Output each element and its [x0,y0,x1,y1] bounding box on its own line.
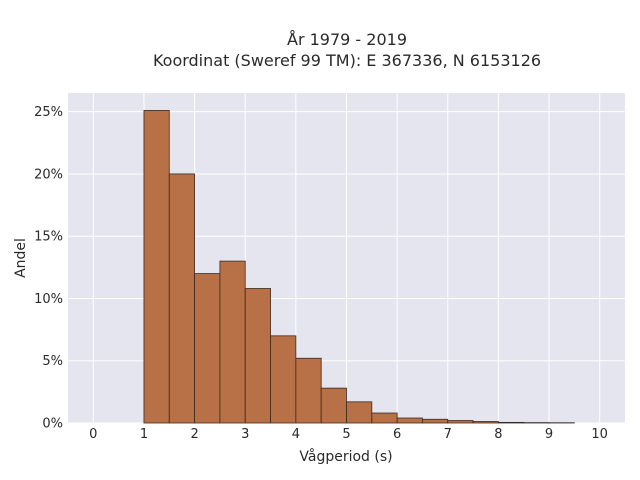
y-axis-label: Andel [13,238,29,278]
x-tick-label-8: 8 [494,427,502,442]
x-tick-label-5: 5 [342,427,350,442]
y-tick-label-2: 10% [34,292,63,307]
histogram-bar-12[interactable] [447,420,474,424]
histogram-bar-7[interactable] [320,387,347,424]
histogram-bar-4[interactable] [244,288,271,424]
y-tick-label-4: 20% [34,167,63,182]
x-tick-label-6: 6 [393,427,401,442]
x-tick-label-7: 7 [444,427,452,442]
x-tick-label-3: 3 [241,427,249,442]
histogram-bar-1[interactable] [168,173,195,424]
y-axis-ticks: 0% 5% 10% 15% 20% 25% [34,105,63,431]
histogram-bar-8[interactable] [346,401,373,424]
histogram-bar-6[interactable] [295,357,322,424]
histogram-bar-13[interactable] [472,421,499,424]
x-tick-label-10: 10 [591,427,608,442]
x-axis-label: Vågperiod (s) [299,448,392,465]
histogram-bar-0[interactable] [143,110,170,424]
chart-title-line1: År 1979 - 2019 [287,30,407,49]
y-tick-label-0: 0% [42,417,63,432]
x-tick-label-0: 0 [89,427,97,442]
x-axis-ticks: 0 1 2 3 4 5 6 7 8 9 10 [89,427,608,442]
histogram-bar-2[interactable] [194,273,221,424]
histogram-bar-5[interactable] [270,335,297,424]
bars [143,110,575,424]
histogram-bar-11[interactable] [422,418,449,424]
histogram-bar-14[interactable] [498,421,525,424]
chart-title-line2: Koordinat (Sweref 99 TM): E 367336, N 61… [153,51,541,70]
histogram-bar-3[interactable] [219,260,246,424]
histogram-bar-10[interactable] [396,417,423,424]
histogram-bar-9[interactable] [371,412,398,424]
x-tick-label-9: 9 [545,427,553,442]
x-tick-label-4: 4 [292,427,300,442]
y-tick-label-3: 15% [34,230,63,245]
y-tick-label-5: 25% [34,105,63,120]
y-tick-label-1: 5% [42,354,63,369]
x-tick-label-1: 1 [140,427,148,442]
x-tick-label-2: 2 [190,427,198,442]
